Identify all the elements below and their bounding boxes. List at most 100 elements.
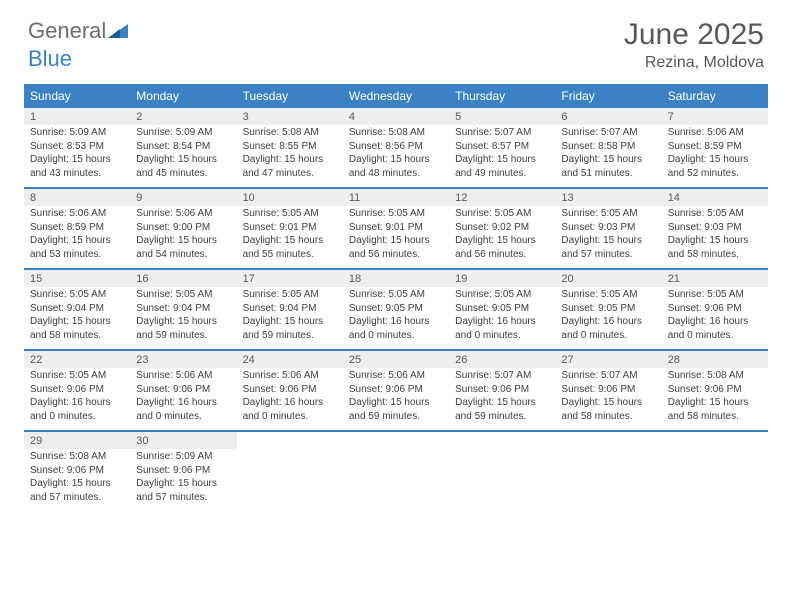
sunrise-label: Sunrise:	[455, 127, 492, 138]
daynum-row: 15161718192021	[24, 270, 768, 287]
daylight-line: Daylight: 15 hours and 58 minutes.	[668, 234, 762, 261]
daylight-line: Daylight: 15 hours and 49 minutes.	[455, 153, 549, 180]
day-number: 20	[555, 270, 661, 287]
header: General Blue June 2025 Rezina, Moldova	[0, 0, 792, 84]
daylight-line: Daylight: 15 hours and 48 minutes.	[349, 153, 443, 180]
daylight-line: Daylight: 15 hours and 54 minutes.	[136, 234, 230, 261]
sunrise-value: 5:08 AM	[388, 127, 425, 138]
sunrise-value: 5:06 AM	[69, 208, 106, 219]
sunset-label: Sunset:	[668, 222, 702, 233]
sunset-label: Sunset:	[30, 465, 64, 476]
sunrise-label: Sunrise:	[455, 289, 492, 300]
sunrise-value: 5:06 AM	[707, 127, 744, 138]
day-number: 2	[130, 108, 236, 125]
sunrise-label: Sunrise:	[136, 289, 173, 300]
sunset-value: 9:06 PM	[704, 384, 741, 395]
day-cell: Sunrise: 5:08 AMSunset: 9:06 PMDaylight:…	[662, 368, 768, 430]
day-cell: Sunrise: 5:05 AMSunset: 9:01 PMDaylight:…	[343, 206, 449, 268]
sunrise-value: 5:05 AM	[69, 370, 106, 381]
daylight-label: Daylight:	[243, 235, 282, 246]
sunrise-line: Sunrise: 5:05 AM	[455, 207, 549, 221]
daylight-line: Daylight: 16 hours and 0 minutes.	[349, 315, 443, 342]
sunset-value: 9:06 PM	[279, 384, 316, 395]
sunset-label: Sunset:	[30, 141, 64, 152]
sunrise-line: Sunrise: 5:05 AM	[561, 288, 655, 302]
day-number: 16	[130, 270, 236, 287]
daylight-label: Daylight:	[30, 154, 69, 165]
day-number: 8	[24, 189, 130, 206]
sunset-value: 9:06 PM	[173, 384, 210, 395]
day-data-row: Sunrise: 5:05 AMSunset: 9:06 PMDaylight:…	[24, 368, 768, 430]
sunset-value: 8:57 PM	[492, 141, 529, 152]
daynum-row: 2930	[24, 432, 768, 449]
sunrise-label: Sunrise:	[136, 208, 173, 219]
daylight-label: Daylight:	[668, 316, 707, 327]
sunset-value: 8:58 PM	[598, 141, 635, 152]
sunrise-label: Sunrise:	[136, 127, 173, 138]
sunset-label: Sunset:	[30, 384, 64, 395]
sunset-value: 9:06 PM	[173, 465, 210, 476]
daylight-line: Daylight: 16 hours and 0 minutes.	[561, 315, 655, 342]
daylight-label: Daylight:	[30, 397, 69, 408]
daynum-row: 891011121314	[24, 189, 768, 206]
day-cell: Sunrise: 5:06 AMSunset: 9:06 PMDaylight:…	[130, 368, 236, 430]
month-title: June 2025	[624, 18, 764, 52]
day-number: 28	[662, 351, 768, 368]
sunset-value: 9:04 PM	[279, 303, 316, 314]
sunrise-line: Sunrise: 5:06 AM	[136, 369, 230, 383]
sunset-line: Sunset: 9:06 PM	[668, 383, 762, 397]
sunset-label: Sunset:	[243, 141, 277, 152]
sunrise-line: Sunrise: 5:05 AM	[30, 369, 124, 383]
daylight-line: Daylight: 15 hours and 52 minutes.	[668, 153, 762, 180]
dow-cell: Friday	[555, 84, 661, 108]
day-number: 13	[555, 189, 661, 206]
daylight-line: Daylight: 15 hours and 59 minutes.	[455, 396, 549, 423]
day-number: 19	[449, 270, 555, 287]
sunset-line: Sunset: 9:04 PM	[30, 302, 124, 316]
sunset-line: Sunset: 9:02 PM	[455, 221, 549, 235]
sunset-line: Sunset: 9:00 PM	[136, 221, 230, 235]
sunrise-line: Sunrise: 5:05 AM	[561, 207, 655, 221]
sunset-label: Sunset:	[136, 222, 170, 233]
sunrise-value: 5:05 AM	[388, 289, 425, 300]
day-number: 22	[24, 351, 130, 368]
day-number: 27	[555, 351, 661, 368]
sunset-value: 9:06 PM	[67, 384, 104, 395]
sunset-line: Sunset: 9:06 PM	[30, 383, 124, 397]
daylight-line: Daylight: 15 hours and 57 minutes.	[136, 477, 230, 504]
daylight-label: Daylight:	[668, 154, 707, 165]
sunset-value: 9:06 PM	[492, 384, 529, 395]
daylight-line: Daylight: 15 hours and 56 minutes.	[455, 234, 549, 261]
sunset-value: 8:54 PM	[173, 141, 210, 152]
sunset-value: 9:03 PM	[598, 222, 635, 233]
sunrise-value: 5:09 AM	[176, 127, 213, 138]
sunrise-line: Sunrise: 5:06 AM	[349, 369, 443, 383]
day-cell: Sunrise: 5:06 AMSunset: 8:59 PMDaylight:…	[662, 125, 768, 187]
sunset-label: Sunset:	[561, 384, 595, 395]
day-cell: Sunrise: 5:05 AMSunset: 9:05 PMDaylight:…	[449, 287, 555, 349]
sunrise-value: 5:05 AM	[282, 208, 319, 219]
sunrise-line: Sunrise: 5:07 AM	[561, 369, 655, 383]
sunset-label: Sunset:	[349, 141, 383, 152]
daylight-line: Daylight: 15 hours and 53 minutes.	[30, 234, 124, 261]
sunrise-value: 5:06 AM	[282, 370, 319, 381]
sunset-line: Sunset: 9:06 PM	[136, 383, 230, 397]
title-block: June 2025 Rezina, Moldova	[624, 18, 764, 72]
sunrise-label: Sunrise:	[455, 370, 492, 381]
daylight-label: Daylight:	[30, 235, 69, 246]
day-cell: Sunrise: 5:08 AMSunset: 9:06 PMDaylight:…	[24, 449, 130, 511]
day-cell: Sunrise: 5:05 AMSunset: 9:06 PMDaylight:…	[24, 368, 130, 430]
daylight-line: Daylight: 15 hours and 57 minutes.	[30, 477, 124, 504]
sunset-label: Sunset:	[349, 303, 383, 314]
daylight-label: Daylight:	[561, 235, 600, 246]
daylight-label: Daylight:	[136, 154, 175, 165]
sunrise-value: 5:07 AM	[495, 370, 532, 381]
sunrise-line: Sunrise: 5:09 AM	[30, 126, 124, 140]
sunrise-label: Sunrise:	[136, 370, 173, 381]
sunset-line: Sunset: 8:58 PM	[561, 140, 655, 154]
sunrise-line: Sunrise: 5:05 AM	[668, 207, 762, 221]
sunrise-value: 5:08 AM	[69, 451, 106, 462]
sunrise-line: Sunrise: 5:08 AM	[668, 369, 762, 383]
sunset-line: Sunset: 9:06 PM	[349, 383, 443, 397]
sunset-label: Sunset:	[561, 141, 595, 152]
